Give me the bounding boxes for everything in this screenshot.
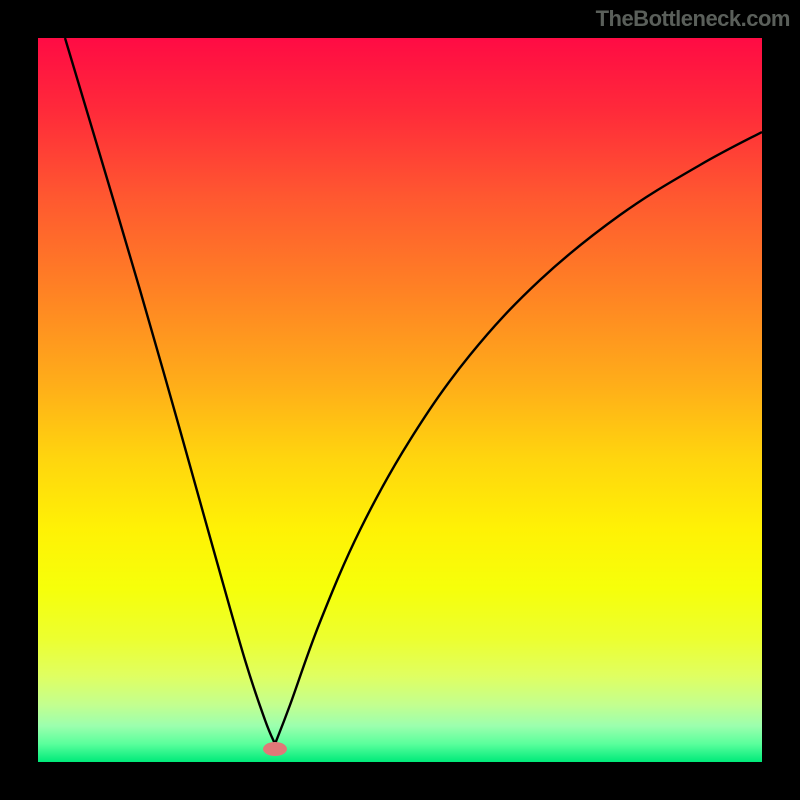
bottleneck-chart (0, 0, 800, 800)
watermark-text: TheBottleneck.com (596, 6, 790, 32)
chart-container: TheBottleneck.com (0, 0, 800, 800)
minimum-marker (263, 742, 287, 756)
plot-area (38, 38, 762, 762)
